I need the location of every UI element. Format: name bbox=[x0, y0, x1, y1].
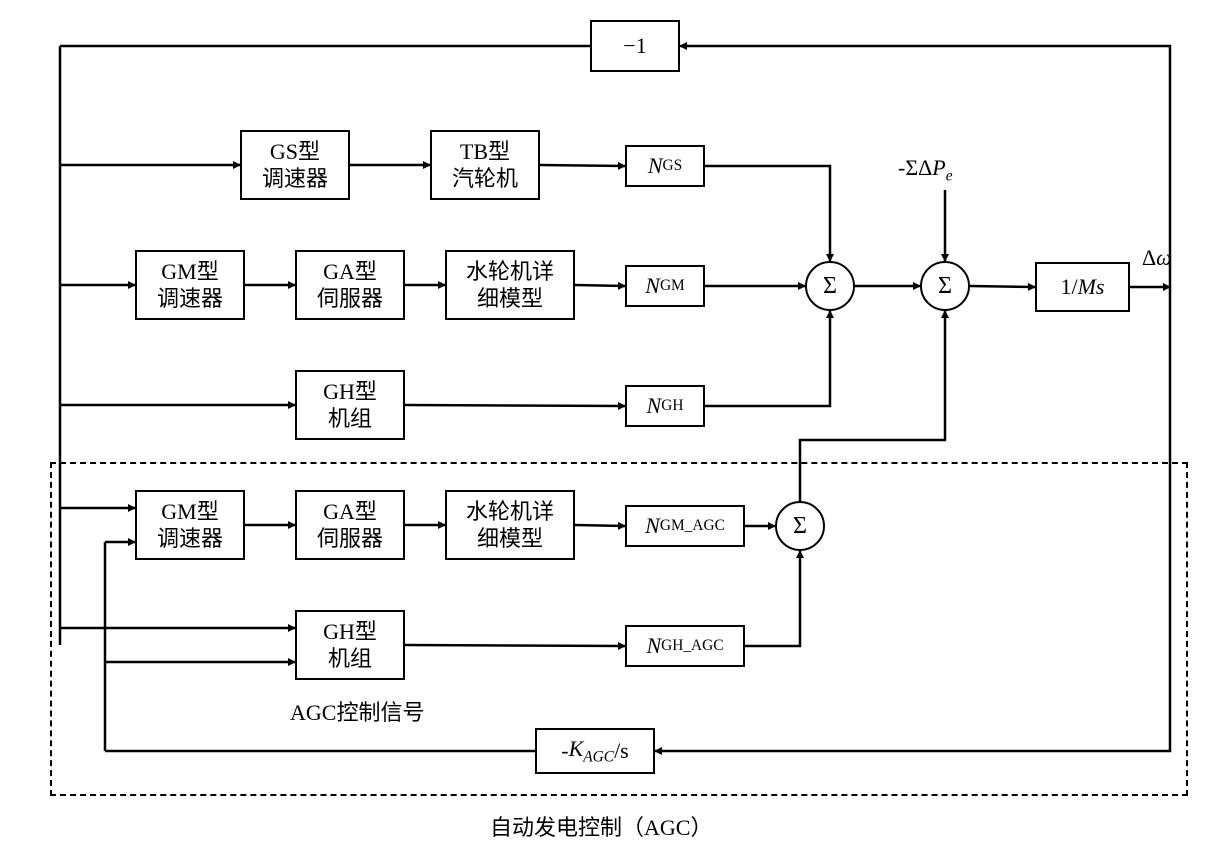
sum2-to-oneMs bbox=[970, 286, 1035, 287]
gs_gov: GS型调速器 bbox=[240, 130, 350, 200]
label-dpe: -ΣΔPe bbox=[898, 155, 953, 185]
gm_gov1: GM型调速器 bbox=[135, 250, 245, 320]
hyd1-to-ngm bbox=[575, 285, 625, 286]
agc-dashed-region bbox=[50, 462, 1188, 796]
gh1-to-ngh bbox=[405, 405, 625, 406]
hyd1: 水轮机详细模型 bbox=[445, 250, 575, 320]
ngs: NGS bbox=[625, 145, 705, 187]
ngs-to-sum1 bbox=[705, 166, 830, 261]
tb_turb: TB型汽轮机 bbox=[430, 130, 540, 200]
sum2: Σ bbox=[920, 261, 970, 311]
sum1: Σ bbox=[805, 261, 855, 311]
gh1: GH型机组 bbox=[295, 370, 405, 440]
ngh-to-sum1 bbox=[705, 311, 830, 406]
neg1: −1 bbox=[590, 20, 680, 72]
oneMs: 1/Ms bbox=[1035, 262, 1130, 312]
tb-to-ngs bbox=[540, 165, 625, 166]
label-dw: Δω bbox=[1142, 245, 1172, 271]
ga_srv1: GA型伺服器 bbox=[295, 250, 405, 320]
ngh: NGH bbox=[625, 385, 705, 427]
ngm: NGM bbox=[625, 265, 705, 307]
label-agc_title: 自动发电控制（AGC） bbox=[490, 810, 712, 842]
